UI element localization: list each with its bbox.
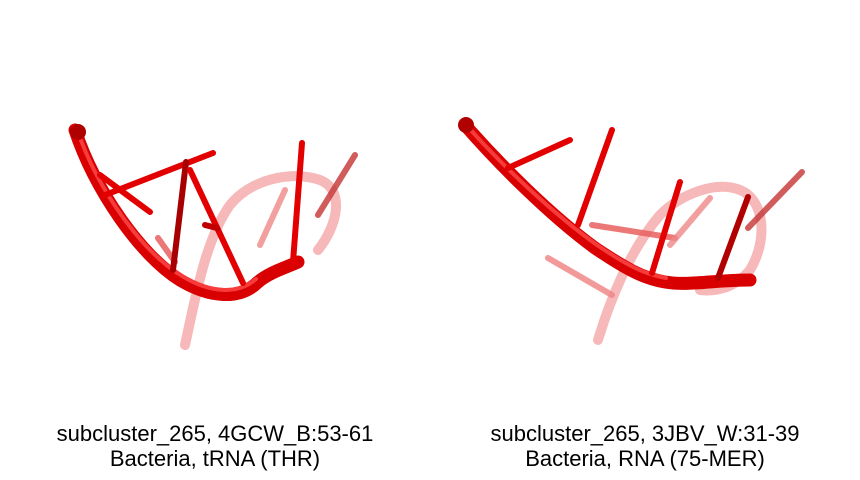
rna-structure-render-right [458,117,805,345]
base-stick-far [257,187,288,248]
base-stick [202,222,220,231]
base-stick [649,179,683,276]
backbone-far-segment [180,171,341,350]
backbone-end-cap [458,117,474,133]
base-stick [170,159,189,273]
rna-structure-render-left [68,123,358,350]
caption-line-2: Bacteria, tRNA (THR) [109,446,321,471]
base-stick-far [745,169,805,231]
base-stick [505,137,573,171]
caption-line-1: subcluster_265, 3JBV_W:31-39 [490,421,800,446]
base-stick [102,150,216,198]
structure-panel-right: subcluster_265, 3JBV_W:31-39 Bacteria, R… [430,0,860,480]
base-stick [290,140,305,265]
base-stick [715,194,751,281]
caption-line-2: Bacteria, RNA (75-MER) [525,446,765,471]
backbone-end-cap [70,124,86,140]
base-stick-far [545,255,615,298]
caption-left: subcluster_265, 4GCW_B:53-61 Bacteria, t… [0,421,430,471]
base-stick-far [315,152,358,218]
backbone-main [68,123,305,301]
caption-right: subcluster_265, 3JBV_W:31-39 Bacteria, R… [430,421,860,471]
structure-panel-left: subcluster_265, 4GCW_B:53-61 Bacteria, t… [0,123,430,471]
caption-line-1: subcluster_265, 4GCW_B:53-61 [56,421,374,446]
base-stick [97,172,153,215]
backbone-highlight [466,125,668,280]
base-stick [575,127,615,228]
base-stick-far [667,195,713,248]
